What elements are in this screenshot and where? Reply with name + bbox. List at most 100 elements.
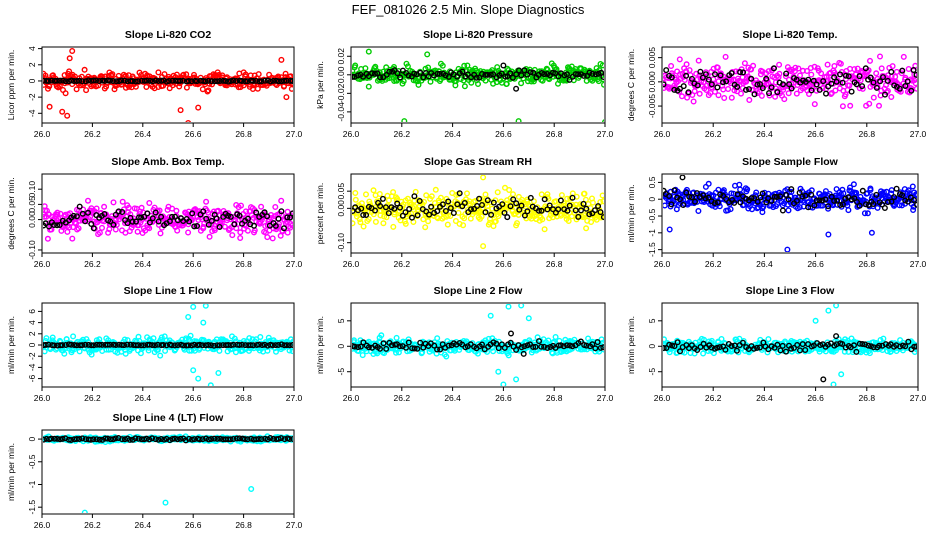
median-point [261,77,268,84]
x-tick-label: 26.0 [34,259,51,269]
plot-frame [41,429,295,515]
median-point [600,74,604,80]
median-point [377,345,384,352]
median-point [107,341,114,348]
median-point [541,71,548,78]
x-tick-label: 26.2 [394,393,411,403]
median-point [702,195,709,202]
data-point [288,85,293,92]
median-point [112,211,119,218]
median-point [107,218,114,225]
y-tick-label: -0.10 [336,233,346,253]
median-point [135,435,142,442]
median-point [733,347,740,354]
data-point [743,78,750,85]
median-point [380,340,387,347]
median-point [191,436,198,443]
median-point [135,78,142,85]
median-point [371,70,378,77]
data-point [765,68,772,75]
median-point [286,436,293,443]
data-point [525,78,532,85]
median-point [60,77,67,84]
median-point [73,213,80,220]
outlier-point [190,367,197,374]
data-point [380,68,387,75]
median-point [374,70,381,77]
median-point [689,194,696,201]
data-point [772,79,779,86]
median-point [56,221,63,228]
median-point [751,91,758,98]
data-point [278,197,285,204]
data-point [563,77,570,84]
median-point [754,198,761,205]
median-point [913,343,917,350]
median-point [191,341,198,348]
median-point [674,339,681,346]
data-point [205,87,212,94]
x-tick-label: 26.6 [185,393,202,403]
points-group [43,304,293,386]
points-group [663,304,917,386]
median-point [93,341,100,348]
median-point [880,74,887,81]
data-point [708,84,715,91]
median-point [748,195,755,202]
x-tick-label: 26.6 [807,393,824,403]
data-point [691,88,698,95]
data-point [182,335,189,342]
y-tick-label: -5 [647,368,657,376]
median-point [121,342,128,349]
median-point [208,217,215,224]
outlier-point [202,304,209,309]
median-point [461,199,468,206]
median-point [124,220,131,227]
median-point [118,436,125,443]
median-point [96,77,103,84]
median-point [527,69,534,76]
median-point [121,77,128,84]
median-point [456,190,463,197]
data-point [588,218,595,225]
median-point [848,88,855,95]
data-point [737,186,744,193]
median-point [287,77,293,84]
median-point [205,77,212,84]
median-point [210,342,217,349]
median-point [904,78,911,85]
median-point [810,77,817,84]
data-point [715,92,722,99]
data-point [749,206,756,213]
median-point [666,341,673,348]
median-point [728,70,735,77]
median-point [513,346,520,353]
median-point [214,435,221,442]
median-point [594,339,601,346]
data-point [867,57,874,64]
data-point [444,221,451,228]
median-point [230,77,237,84]
median-point [357,343,364,350]
data-point [255,71,262,78]
median-point [431,342,438,349]
data-point [785,207,792,214]
data-point [112,226,119,233]
data-point [460,222,467,229]
median-point [447,205,454,212]
median-point [214,78,221,85]
x-tick-label: 27.0 [286,393,303,403]
x-tick-label: 26.2 [394,129,411,139]
median-point [808,87,815,94]
median-point [79,210,86,217]
points-group [43,433,293,513]
data-point [393,349,400,356]
data-point [452,217,459,224]
x-tick-label: 26.4 [444,129,461,139]
median-point [705,194,712,201]
median-point [219,77,226,84]
median-point [867,74,874,81]
median-point [420,74,427,81]
data-point [905,65,912,72]
